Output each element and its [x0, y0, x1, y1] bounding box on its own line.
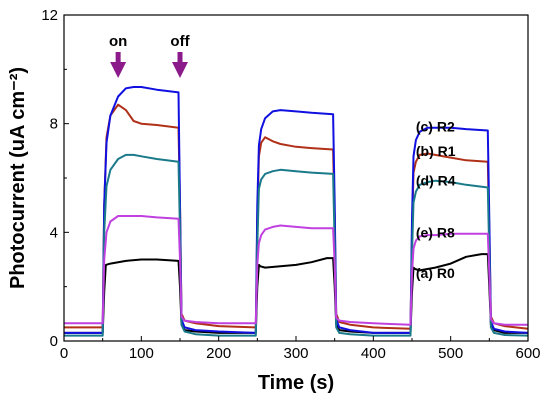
series-line: [64, 86, 529, 334]
x-tick-label: 300: [283, 345, 308, 362]
x-tick-label: 0: [60, 345, 68, 362]
series-line: [64, 253, 528, 334]
y-tick-label: 4: [50, 224, 58, 241]
y-axis-title: Photocurrent (uA cm⁻²): [7, 67, 29, 289]
axes-ticks-group: 0 100 200 300 400 500 600 0 4 8 12: [41, 7, 540, 362]
x-tick-label: 400: [361, 345, 386, 362]
x-tick-label: 100: [129, 345, 154, 362]
y-tick-label: 0: [50, 333, 58, 350]
series-group: [64, 86, 529, 337]
series-line: [64, 153, 529, 337]
x-axis-title: Time (s): [258, 372, 334, 394]
series-label: (e) R8: [416, 224, 455, 240]
series-labels-group: (a) R0 (b) R1 (c) R2 (d) R4 (e) R8: [416, 118, 456, 281]
series-line: [64, 215, 528, 326]
y-tick-label: 8: [50, 116, 58, 133]
x-tick-label: 600: [515, 345, 540, 362]
annotations-group: on off: [109, 33, 191, 78]
annotation-arrow-shaft: [115, 52, 121, 64]
annotation-label: off: [170, 33, 190, 50]
series-label: (a) R0: [416, 265, 455, 281]
x-tick-label: 500: [438, 345, 463, 362]
series-label: (d) R4: [416, 173, 456, 189]
series-label: (b) R1: [416, 143, 456, 159]
annotation-label: on: [109, 33, 127, 50]
y-tick-label: 12: [41, 7, 58, 24]
x-tick-label: 200: [206, 345, 231, 362]
annotation-arrow-shaft: [177, 52, 183, 64]
series-label: (c) R2: [416, 118, 455, 134]
annotation-arrow-head: [172, 62, 188, 78]
annotation-arrow-head: [110, 62, 127, 78]
series-line: [64, 103, 529, 330]
plot-frame: [63, 14, 529, 342]
